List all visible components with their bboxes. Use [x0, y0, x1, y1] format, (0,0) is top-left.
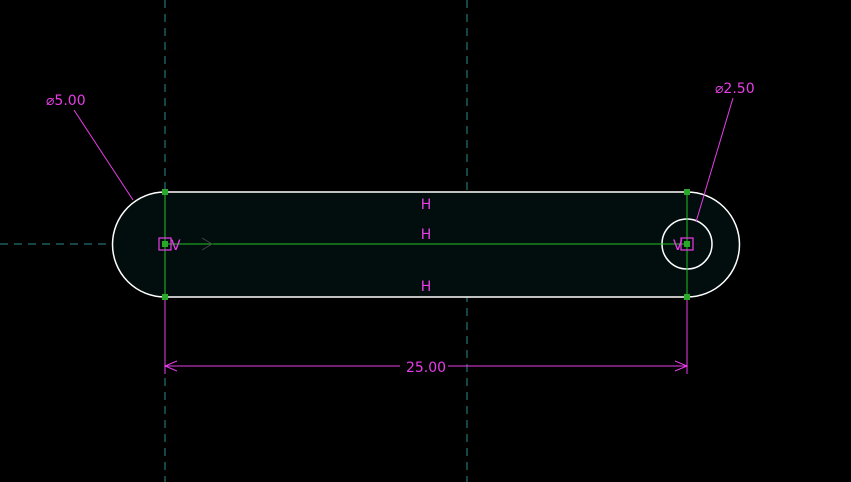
center-node-right[interactable] — [684, 241, 690, 247]
constraint-horizontal-middle[interactable]: H — [421, 227, 432, 243]
dimension-large-diameter[interactable]: ⌀5.00 — [46, 93, 86, 109]
node-top-left[interactable] — [162, 189, 168, 195]
node-bottom-left[interactable] — [162, 294, 168, 300]
center-marker-left[interactable] — [158, 237, 172, 251]
direction-arrow-glyph — [201, 237, 213, 251]
dimension-arrow-left — [163, 360, 178, 372]
center-marker-right[interactable] — [680, 237, 694, 251]
constraint-vertical-left[interactable]: V — [171, 238, 181, 254]
node-top-right[interactable] — [684, 189, 690, 195]
center-node-left[interactable] — [162, 241, 168, 247]
dimension-length[interactable]: 25.00 — [406, 360, 446, 376]
node-bottom-right[interactable] — [684, 294, 690, 300]
leader-line-small-diameter[interactable] — [695, 97, 734, 223]
dimension-arrow-right — [674, 360, 689, 372]
dimension-small-diameter[interactable]: ⌀2.50 — [715, 81, 755, 97]
constraint-horizontal-bottom[interactable]: H — [421, 279, 432, 295]
leader-line-large-diameter[interactable] — [73, 109, 134, 201]
constraint-horizontal-top[interactable]: H — [421, 197, 432, 213]
constraint-vertical-right[interactable]: V — [673, 238, 683, 254]
